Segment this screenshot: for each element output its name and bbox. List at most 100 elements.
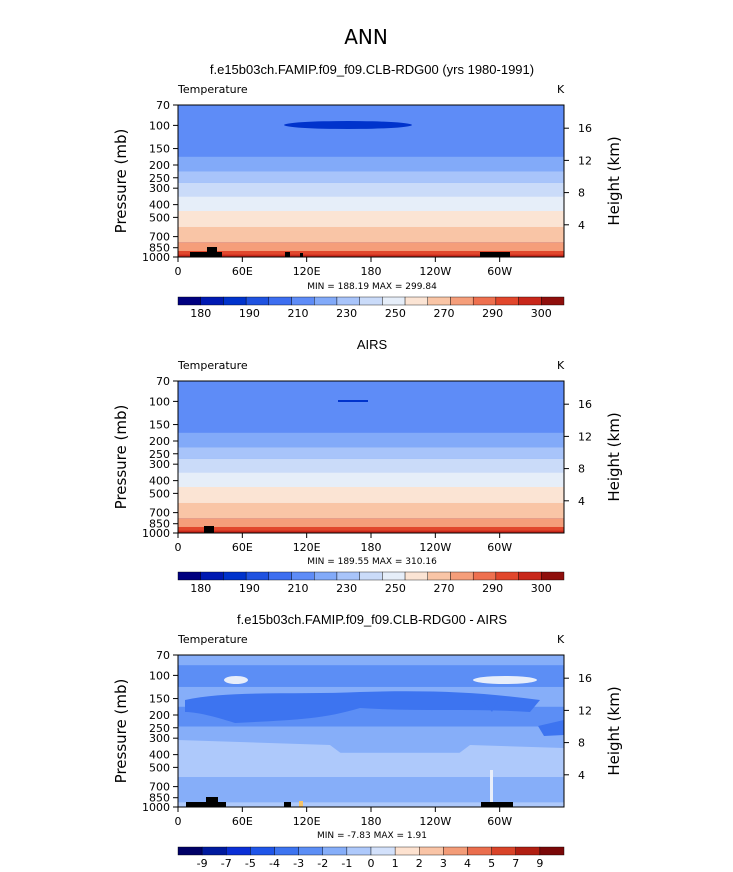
pressure-tick-label: 700 xyxy=(149,231,170,244)
pressure-tick-label: 200 xyxy=(149,709,170,722)
pressure-tick-label: 300 xyxy=(149,182,170,195)
panel-1-stats: MIN = 188.19 MAX = 299.84 xyxy=(307,282,437,292)
panel-3-topography-tibet xyxy=(206,797,218,807)
colorbar-swatch xyxy=(250,846,275,856)
colorbar-swatch xyxy=(515,846,541,856)
colorbar-label: -9 xyxy=(197,857,208,870)
height-tick-label: 4 xyxy=(578,769,585,782)
colorbar-label: 210 xyxy=(288,582,309,595)
colorbar-swatch xyxy=(291,296,315,306)
pressure-tick-label: 100 xyxy=(149,395,170,408)
pressure-tick-label: 700 xyxy=(149,507,170,520)
panel-2-contour-plot: AIRS Temperature K 701001502002503004005… xyxy=(112,337,623,595)
colorbar-swatch xyxy=(370,846,396,856)
longitude-tick-label: 60W xyxy=(487,265,512,278)
panel-3-warm-spot-top-right xyxy=(473,676,537,684)
colorbar-label: 0 xyxy=(368,857,375,870)
panel-2-height-axis: 4 8 12 16 xyxy=(564,398,592,508)
pressure-tick-label: 250 xyxy=(149,448,170,461)
panel-1-contour-band xyxy=(178,196,564,211)
panel-1-contour-band xyxy=(178,227,564,243)
colorbar-swatch xyxy=(518,571,542,581)
pressure-tick-label: 200 xyxy=(149,435,170,448)
longitude-tick-label: 60W xyxy=(487,815,512,828)
pressure-tick-label: 150 xyxy=(149,419,170,432)
panel-3-cold-anomaly-upper xyxy=(185,691,540,723)
colorbar-label: 180 xyxy=(190,307,211,320)
longitude-tick-label: 0 xyxy=(175,815,182,828)
height-tick-label: 4 xyxy=(578,495,585,508)
panel-3-longitude-axis: 0 60E 120E 180 120W 60W xyxy=(175,807,512,828)
panel-1-contour-band xyxy=(178,136,564,157)
panel-3-extras xyxy=(178,676,564,807)
longitude-tick-label: 60E xyxy=(232,815,253,828)
colorbar-swatch xyxy=(245,571,270,581)
panel-2-contour-band xyxy=(178,518,564,529)
panel-3-cold-anomaly-right xyxy=(538,720,564,736)
colorbar-swatch xyxy=(322,846,348,856)
colorbar-swatch xyxy=(427,571,451,581)
panel-3-contour-band xyxy=(178,792,564,803)
colorbar-label: 210 xyxy=(288,307,309,320)
panel-2-surface-layer xyxy=(178,526,564,533)
colorbar-label: 300 xyxy=(531,582,552,595)
colorbar-swatch xyxy=(298,846,323,856)
panel-1-contour-band xyxy=(178,182,564,197)
colorbar-swatch xyxy=(443,846,468,856)
colorbar-swatch xyxy=(268,296,292,306)
colorbar-swatch xyxy=(382,296,406,306)
panel-3-ylabel-right: Height (km) xyxy=(605,686,623,775)
panel-1-surface-layer xyxy=(178,254,564,257)
panel-3-stats: MIN = -7.83 MAX = 1.91 xyxy=(317,831,427,841)
panel-3-units: K xyxy=(557,633,565,646)
panel-2-units: K xyxy=(557,359,565,372)
height-tick-label: 8 xyxy=(578,187,585,200)
panel-3-warm-spot-top-left xyxy=(224,676,248,684)
longitude-tick-label: 60E xyxy=(232,541,253,554)
colorbar-swatch xyxy=(223,571,247,581)
colorbar-label: 3 xyxy=(440,857,447,870)
panel-3-topography-indonesia xyxy=(284,802,291,807)
colorbar-swatch xyxy=(346,846,372,856)
height-tick-label: 8 xyxy=(578,463,585,476)
height-tick-label: 12 xyxy=(578,430,592,443)
pressure-tick-label: 1000 xyxy=(142,801,170,814)
height-tick-label: 16 xyxy=(578,672,592,685)
height-tick-label: 16 xyxy=(578,398,592,411)
panel-2-contour-band xyxy=(178,381,564,392)
panel-2-stats: MIN = 189.55 MAX = 310.16 xyxy=(307,557,437,567)
panel-1-colorbar: 180 190 210 230 250 270 290 300 xyxy=(177,296,565,320)
colorbar-swatch xyxy=(382,571,406,581)
panel-2-contour-band xyxy=(178,458,564,473)
colorbar-swatch xyxy=(359,296,383,306)
pressure-tick-label: 200 xyxy=(149,159,170,172)
colorbar-label: -2 xyxy=(317,857,328,870)
colorbar-swatch xyxy=(472,571,497,581)
panel-3-topography-andes xyxy=(481,802,513,807)
panel-1-contour-plot: f.e15b03ch.FAMIP.f09_f09.CLB-RDG00 (yrs … xyxy=(112,62,623,320)
pressure-tick-label: 500 xyxy=(149,211,170,224)
colorbar-swatch xyxy=(419,846,444,856)
panel-3-variable: Temperature xyxy=(177,633,248,646)
colorbar-swatch xyxy=(226,846,251,856)
colorbar-label: 180 xyxy=(190,582,211,595)
colorbar-swatch xyxy=(177,846,203,856)
longitude-tick-label: 120E xyxy=(293,815,321,828)
pressure-tick-label: 150 xyxy=(149,693,170,706)
pressure-tick-label: 400 xyxy=(149,199,170,212)
height-tick-label: 16 xyxy=(578,122,592,135)
colorbar-swatch xyxy=(274,846,299,856)
colorbar-swatch xyxy=(491,846,516,856)
pressure-tick-label: 250 xyxy=(149,172,170,185)
colorbar-swatch xyxy=(495,296,519,306)
longitude-tick-label: 0 xyxy=(175,265,182,278)
panel-3-contour-band xyxy=(178,655,564,666)
longitude-tick-label: 180 xyxy=(361,815,382,828)
longitude-tick-label: 180 xyxy=(361,265,382,278)
pressure-tick-label: 850 xyxy=(149,792,170,805)
panel-3-warm-column xyxy=(490,770,493,802)
colorbar-label: 290 xyxy=(482,582,503,595)
height-tick-label: 12 xyxy=(578,704,592,717)
pressure-tick-label: 1000 xyxy=(142,527,170,540)
